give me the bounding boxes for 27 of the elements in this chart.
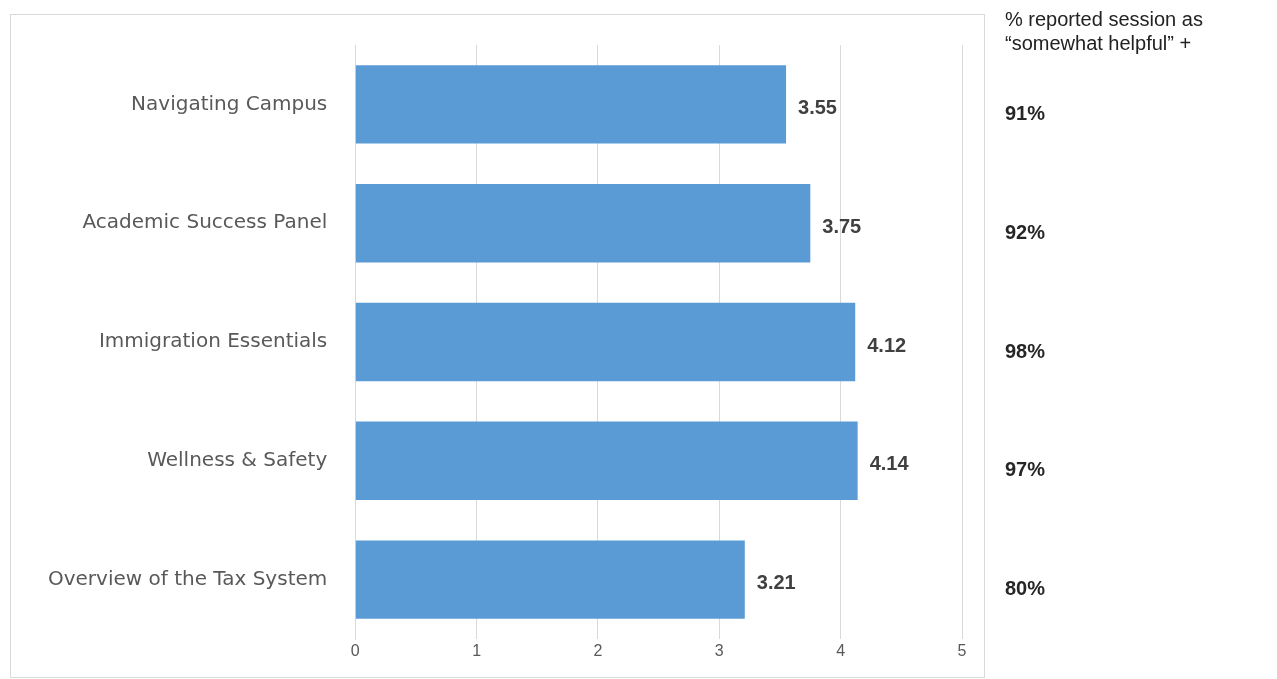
text: 80% xyxy=(1005,577,1046,600)
data-label: 3.55 xyxy=(798,95,837,118)
text: 92% xyxy=(1005,220,1046,243)
data-label: 3.21 xyxy=(756,571,796,594)
x-tick-label: 5 xyxy=(957,642,967,660)
text: 98% xyxy=(1005,339,1046,362)
y-tick-label: Immigration Essentials xyxy=(98,328,328,353)
text: 97% xyxy=(1005,458,1046,481)
bar xyxy=(355,184,811,263)
data-label: 4.12 xyxy=(867,333,907,356)
bar xyxy=(355,302,856,382)
y-tick-label: Academic Success Panel xyxy=(82,209,328,234)
x-tick-label: 0 xyxy=(350,642,360,660)
bar xyxy=(355,65,787,144)
bar xyxy=(355,540,745,619)
y-tick-label: Navigating Campus xyxy=(131,90,328,115)
y-tick-label: Overview of the Tax System xyxy=(47,565,328,590)
bar xyxy=(355,421,858,500)
x-tick-label: 4 xyxy=(836,642,846,660)
text: % reported session as “somewhat helpful” + xyxy=(1005,7,1203,54)
data-label: 4.14 xyxy=(869,452,910,475)
data-label: 3.75 xyxy=(822,214,862,237)
x-tick-label: 3 xyxy=(714,642,724,660)
x-tick-label: 2 xyxy=(593,642,603,660)
text: 91% xyxy=(1005,101,1046,124)
x-tick-label: 1 xyxy=(472,642,482,660)
y-tick-label: Wellness & Safety xyxy=(147,447,328,471)
